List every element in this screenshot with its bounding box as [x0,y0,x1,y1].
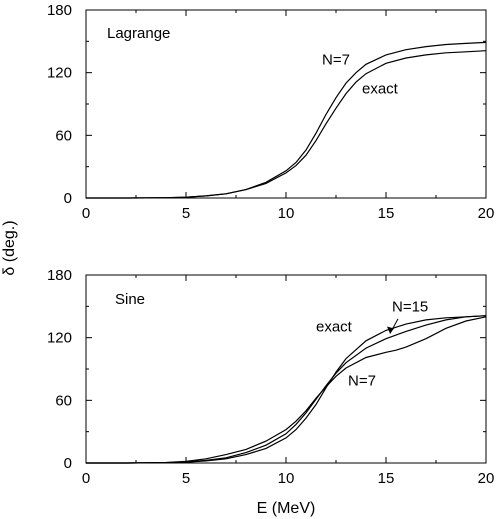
x-tick-label: 10 [278,205,295,222]
series-line-n-7 [86,41,487,199]
y-tick-label: 180 [47,267,72,284]
y-axis-label: δ (deg.) [1,220,18,275]
y-tick-label: 60 [55,127,72,144]
y-tick-label: 120 [47,65,72,82]
annotation-n-15: N=15 [392,299,428,316]
annotation-n-7: N=7 [322,51,350,68]
series-line-exact [86,50,487,199]
series-line-exact [86,315,487,464]
x-tick-label: 20 [478,470,495,487]
annotation-exact: exact [316,318,353,335]
y-tick-label: 0 [64,190,72,207]
x-tick-label: 15 [378,205,395,222]
y-tick-label: 60 [55,392,72,409]
series-line-n-7 [86,316,487,464]
annotation-n-7: N=7 [348,373,376,390]
x-tick-label: 10 [278,470,295,487]
x-tick-label: 5 [182,205,190,222]
x-tick-label: 0 [82,470,90,487]
annotation-exact: exact [362,81,399,98]
y-tick-label: 180 [47,2,72,19]
y-tick-label: 0 [64,455,72,472]
panel-lagrange: 0 5 10 15 20 0 60 120 180 Lagrange N=7 exact [47,2,494,222]
panel-label: Lagrange [107,25,170,42]
y-tick-label: 120 [47,330,72,347]
x-tick-label: 15 [378,470,395,487]
panel-label: Sine [115,291,145,308]
series-line-n-15 [86,315,487,464]
panel-sine: 0 5 10 15 20 0 60 120 180 Sine exact N=15 N=7 [47,267,494,487]
x-tick-label: 0 [82,205,90,222]
x-tick-label: 5 [182,470,190,487]
annotation-arrow-head [387,326,394,334]
x-tick-label: 20 [478,205,495,222]
x-axis-label: E (MeV) [257,500,316,517]
